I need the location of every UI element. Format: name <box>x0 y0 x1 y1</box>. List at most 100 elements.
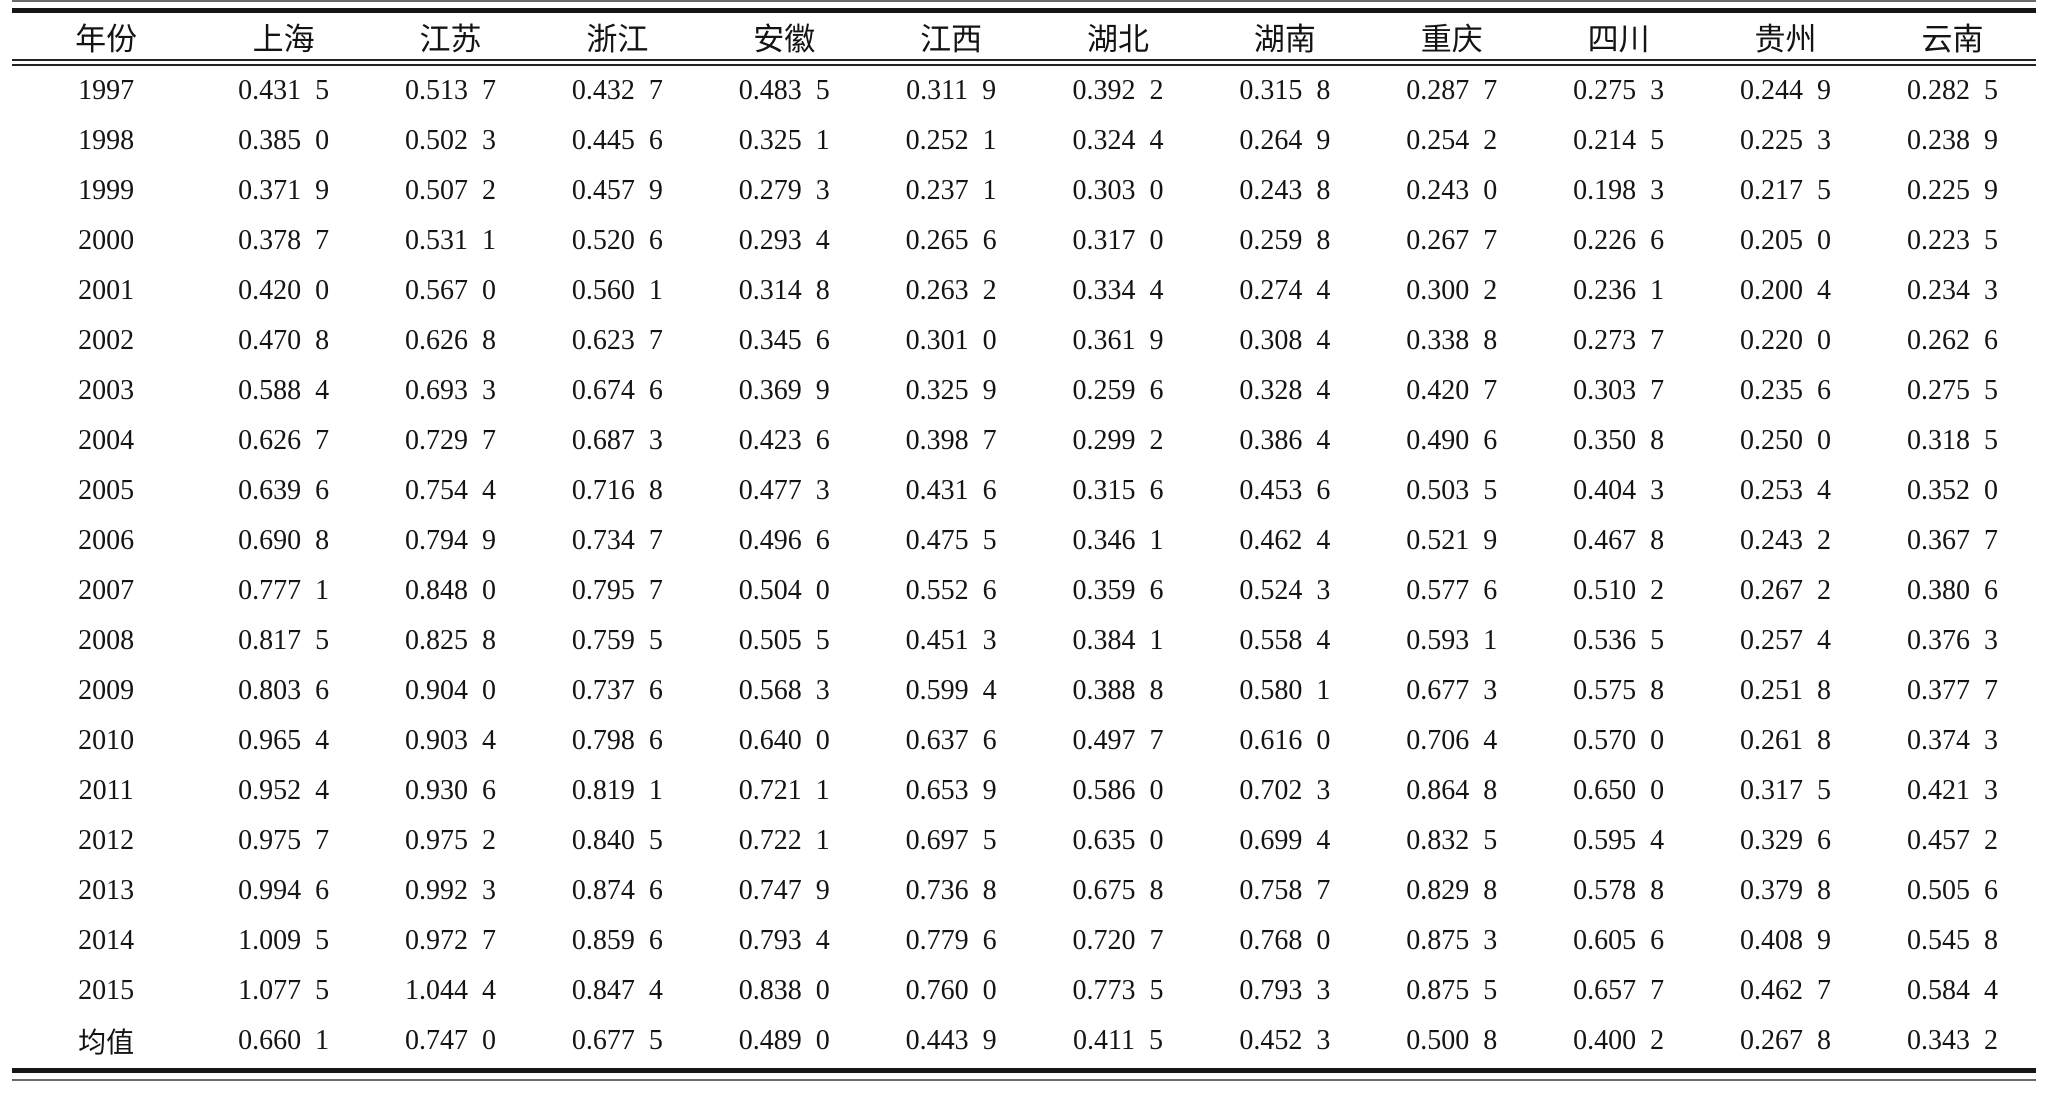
value-cell: 0.477 3 <box>738 475 830 506</box>
table-row: 1999 0.371 9 0.507 2 0.457 9 0.279 3 0.237 1 0… <box>12 166 2036 216</box>
value-cell: 0.952 4 <box>238 775 330 806</box>
value-cell: 0.376 3 <box>1906 625 1998 656</box>
table-row: 1998 0.385 0 0.502 3 0.445 6 0.325 1 0.252 1 0… <box>12 116 2036 166</box>
value-cell: 0.385 0 <box>238 125 330 156</box>
value-cell: 0.243 8 <box>1239 175 1331 206</box>
value-cell: 0.773 5 <box>1072 975 1164 1006</box>
value-cell: 0.531 1 <box>405 225 497 256</box>
value-cell: 0.693 3 <box>405 375 497 406</box>
value-cell: 0.293 4 <box>738 225 830 256</box>
value-cell: 0.657 7 <box>1573 975 1665 1006</box>
table-row: 2007 0.777 1 0.848 0 0.795 7 0.504 0 0.552 6 0… <box>12 566 2036 616</box>
year-cell: 2013 <box>78 875 135 906</box>
value-cell: 0.253 4 <box>1740 475 1832 506</box>
table-row: 2003 0.588 4 0.693 3 0.674 6 0.369 9 0.325 9 0… <box>12 366 2036 416</box>
value-cell: 0.300 2 <box>1406 275 1498 306</box>
value-cell: 0.262 6 <box>1906 325 1998 356</box>
value-cell: 0.243 2 <box>1740 525 1832 556</box>
value-cell: 0.275 5 <box>1906 375 1998 406</box>
value-cell: 0.421 3 <box>1906 775 1998 806</box>
value-cell: 0.994 6 <box>238 875 330 906</box>
value-cell: 0.588 4 <box>238 375 330 406</box>
column-header: 四川 <box>1535 13 1703 66</box>
value-cell: 0.975 7 <box>238 825 330 856</box>
value-cell: 0.423 6 <box>738 425 830 456</box>
value-cell: 0.637 6 <box>905 725 997 756</box>
value-cell: 0.975 2 <box>405 825 497 856</box>
year-cell: 2004 <box>78 425 135 456</box>
value-cell: 0.400 2 <box>1573 1025 1665 1056</box>
value-cell: 0.716 8 <box>571 475 663 506</box>
value-cell: 0.225 3 <box>1740 125 1832 156</box>
value-cell: 0.379 8 <box>1740 875 1832 906</box>
value-cell: 0.864 8 <box>1406 775 1498 806</box>
value-cell: 0.505 6 <box>1906 875 1998 906</box>
value-cell: 0.558 4 <box>1239 625 1331 656</box>
value-cell: 0.650 0 <box>1573 775 1665 806</box>
value-cell: 0.567 0 <box>405 275 497 306</box>
value-cell: 0.483 5 <box>738 75 830 106</box>
table-row: 2000 0.378 7 0.531 1 0.520 6 0.293 4 0.265 6 0… <box>12 216 2036 266</box>
value-cell: 0.524 3 <box>1239 575 1331 606</box>
value-cell: 0.825 8 <box>405 625 497 656</box>
value-cell: 0.903 4 <box>405 725 497 756</box>
value-cell: 0.758 7 <box>1239 875 1331 906</box>
value-cell: 0.217 5 <box>1740 175 1832 206</box>
value-cell: 0.599 4 <box>905 675 997 706</box>
value-cell: 0.992 3 <box>405 875 497 906</box>
value-cell: 0.236 1 <box>1573 275 1665 306</box>
value-cell: 0.747 9 <box>738 875 830 906</box>
value-cell: 0.452 3 <box>1239 1025 1331 1056</box>
value-cell: 0.301 0 <box>905 325 997 356</box>
value-cell: 0.502 3 <box>405 125 497 156</box>
top-outer-rule <box>12 0 2036 2</box>
value-cell: 0.795 7 <box>571 575 663 606</box>
value-cell: 0.536 5 <box>1573 625 1665 656</box>
value-cell: 0.234 3 <box>1906 275 1998 306</box>
value-cell: 0.560 1 <box>571 275 663 306</box>
value-cell: 0.238 9 <box>1906 125 1998 156</box>
value-cell: 0.798 6 <box>571 725 663 756</box>
value-cell: 0.503 5 <box>1406 475 1498 506</box>
value-cell: 0.545 8 <box>1906 925 1998 956</box>
table-sheet: 年份 上海 江苏 浙江 安徽 江西 湖北 湖南 重庆 四川 贵州 云南 1997 0.431 5 0.51… <box>12 0 2036 1081</box>
column-header: 安徽 <box>700 13 868 66</box>
table-body: 1997 0.431 5 0.513 7 0.432 7 0.483 5 0.311 9 0… <box>12 63 2036 1067</box>
column-header: 云南 <box>1868 13 2036 66</box>
value-cell: 0.965 4 <box>238 725 330 756</box>
value-cell: 0.760 0 <box>905 975 997 1006</box>
value-cell: 0.793 4 <box>738 925 830 956</box>
value-cell: 1.009 5 <box>238 925 330 956</box>
value-cell: 0.626 7 <box>238 425 330 456</box>
value-cell: 0.829 8 <box>1406 875 1498 906</box>
table-row: 1997 0.431 5 0.513 7 0.432 7 0.483 5 0.311 9 0… <box>12 63 2036 117</box>
year-cell: 1997 <box>78 75 135 106</box>
table-row: 2006 0.690 8 0.794 9 0.734 7 0.496 6 0.475 5 0… <box>12 516 2036 566</box>
value-cell: 0.462 4 <box>1239 525 1331 556</box>
value-cell: 0.343 2 <box>1906 1025 1998 1056</box>
value-cell: 0.226 6 <box>1573 225 1665 256</box>
top-rule <box>12 8 2036 13</box>
value-cell: 0.267 2 <box>1740 575 1832 606</box>
value-cell: 0.687 3 <box>571 425 663 456</box>
value-cell: 0.623 7 <box>571 325 663 356</box>
value-cell: 0.777 1 <box>238 575 330 606</box>
value-cell: 0.198 3 <box>1573 175 1665 206</box>
value-cell: 0.794 9 <box>405 525 497 556</box>
value-cell: 0.699 4 <box>1239 825 1331 856</box>
year-cell: 2009 <box>78 675 135 706</box>
value-cell: 0.308 4 <box>1239 325 1331 356</box>
value-cell: 0.325 9 <box>905 375 997 406</box>
value-cell: 0.803 6 <box>238 675 330 706</box>
value-cell: 0.303 7 <box>1573 375 1665 406</box>
value-cell: 0.490 6 <box>1406 425 1498 456</box>
value-cell: 0.346 1 <box>1072 525 1164 556</box>
value-cell: 0.575 8 <box>1573 675 1665 706</box>
column-header: 重庆 <box>1368 13 1536 66</box>
value-cell: 0.361 9 <box>1072 325 1164 356</box>
value-cell: 0.848 0 <box>405 575 497 606</box>
value-cell: 0.736 8 <box>905 875 997 906</box>
year-cell: 2014 <box>78 925 135 956</box>
year-cell: 2002 <box>78 325 135 356</box>
column-header: 湖北 <box>1034 13 1202 66</box>
